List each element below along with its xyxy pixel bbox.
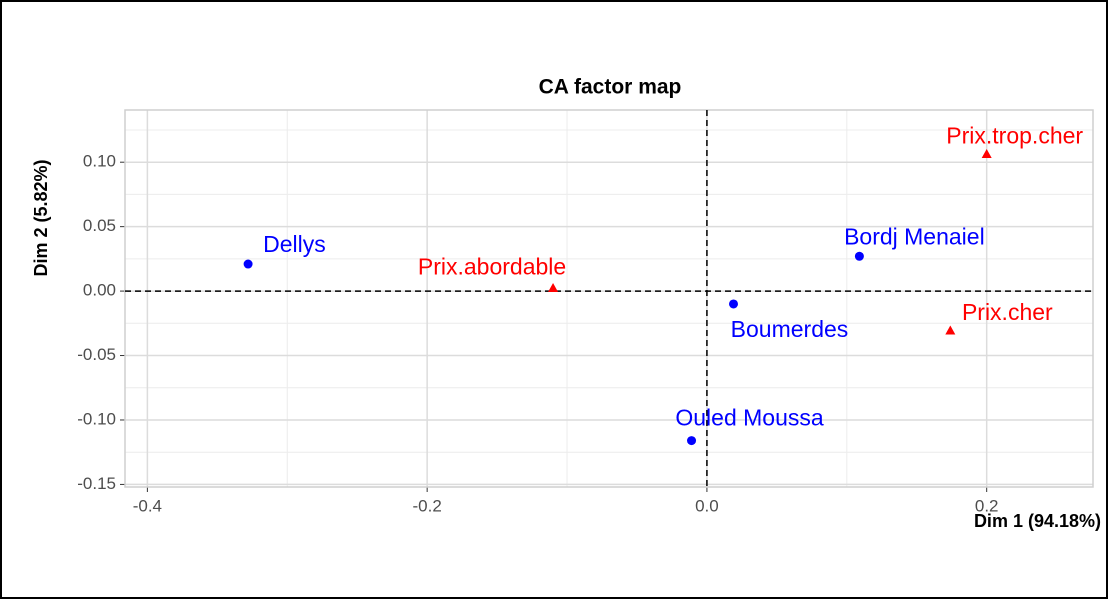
point [728,299,738,309]
point-label: Prix.abordable [418,254,566,280]
y-tick-label: 0.05 [83,216,116,235]
point-label: Dellys [263,231,326,257]
chart-title: CA factor map [539,76,682,99]
y-tick-label: 0.00 [83,281,116,300]
point-label: Bordj Menaiel [844,223,985,249]
x-tick-label: 0.0 [695,496,719,515]
x-tick-label: 0.2 [975,496,999,515]
point [243,259,253,269]
x-tick-label: -0.4 [133,496,162,515]
point [981,148,992,158]
x-tick-label: -0.2 [413,496,442,515]
y-axis-title: Dim 2 (5.82%) [31,159,51,276]
point-label: Prix.cher [962,299,1053,325]
plot-border [124,109,1094,488]
point-label: Prix.trop.cher [946,123,1083,149]
y-tick-label: -0.10 [77,409,116,428]
point [854,251,864,261]
point-label: Ouled Moussa [675,405,824,431]
y-tick-label: -0.15 [77,474,116,493]
point [548,283,559,293]
point [687,436,697,446]
point [945,325,956,335]
x-axis-title: Dim 1 (94.18%) [974,511,1101,531]
point-label: Boumerdes [731,316,849,342]
y-tick-label: -0.05 [77,345,116,364]
y-tick-label: 0.10 [83,152,116,171]
